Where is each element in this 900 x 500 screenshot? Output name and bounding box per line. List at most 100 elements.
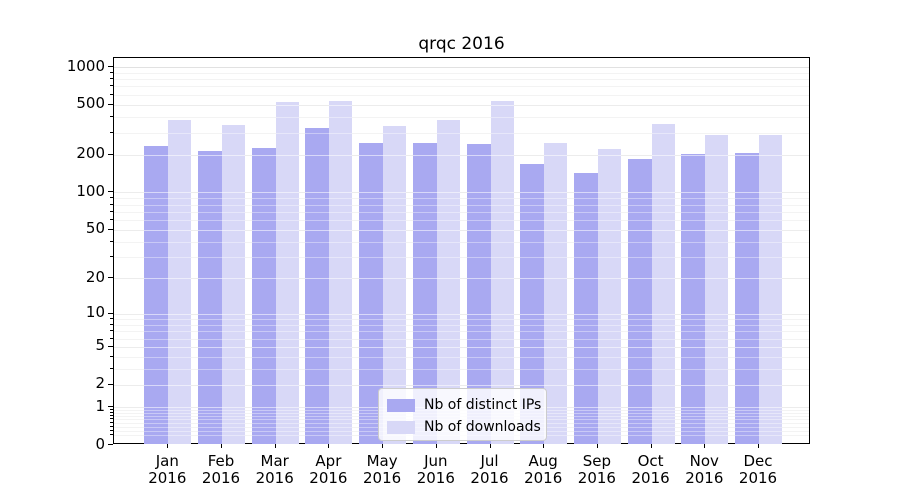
y-axis-tick-10 xyxy=(108,312,113,314)
gridline-overlay-minor xyxy=(114,86,809,88)
x-tick-label-month: Dec xyxy=(743,452,773,470)
y-axis-minor-tick xyxy=(110,203,113,205)
legend-swatch-downloads-icon xyxy=(387,421,415,434)
y-axis-tick-2 xyxy=(108,383,113,385)
gridline-overlay-major xyxy=(114,104,809,106)
x-tick-label-month: Mar xyxy=(260,452,289,470)
x-tick-label-month: Nov xyxy=(689,452,719,470)
y-axis-tick-100 xyxy=(108,191,113,193)
gridline-minor xyxy=(114,117,809,119)
y-tick-label-50: 50 xyxy=(85,219,105,238)
bar-distinct-ips-mar xyxy=(252,147,276,444)
y-axis-minor-tick xyxy=(110,210,113,212)
bar-distinct-ips-dec xyxy=(735,153,759,444)
y-tick-label-20: 20 xyxy=(85,267,105,286)
x-axis-tick-nov xyxy=(704,444,706,448)
x-tick-label-year: 2016 xyxy=(524,469,563,487)
y-axis-tick-5 xyxy=(108,345,113,347)
x-axis-tick-oct xyxy=(650,444,652,448)
gridline-overlay-major xyxy=(114,313,809,315)
y-axis-tick-0 xyxy=(108,444,113,445)
x-tick-label-year: 2016 xyxy=(738,469,778,487)
bar-downloads-jun xyxy=(437,119,460,444)
gridline-overlay-minor xyxy=(114,72,809,74)
gridline-overlay-minor xyxy=(114,117,809,119)
gridline-overlay-minor xyxy=(114,220,809,222)
x-tick-label-month: Aug xyxy=(528,452,558,470)
bar-downloads-oct xyxy=(652,123,675,444)
x-tick-label-aug: Aug 2016 xyxy=(516,453,570,487)
y-axis-tick-20 xyxy=(108,277,113,279)
y-axis-minor-tick xyxy=(110,85,113,87)
y-axis-minor-tick xyxy=(110,425,113,427)
bar-distinct-ips-jan xyxy=(144,146,168,444)
x-tick-label-feb: Feb 2016 xyxy=(194,453,248,487)
legend-item-downloads: Nb of downloads xyxy=(379,418,546,436)
x-tick-label-year: 2016 xyxy=(470,469,509,487)
gridline-overlay-minor xyxy=(114,198,809,200)
bar-downloads-apr xyxy=(329,100,352,444)
y-axis-minor-tick xyxy=(110,93,113,95)
gridline-overlay-minor xyxy=(114,79,809,81)
gridline-minor xyxy=(114,220,809,222)
y-axis-minor-tick xyxy=(110,434,113,436)
x-tick-label-month: Oct xyxy=(637,452,664,470)
bar-distinct-ips-sep xyxy=(574,173,598,444)
gridline-overlay-major xyxy=(114,384,809,386)
bar-distinct-ips-feb xyxy=(198,150,222,444)
x-tick-label-dec: Dec 2016 xyxy=(731,453,785,487)
y-axis-tick-500 xyxy=(108,103,113,105)
gridline-overlay-minor xyxy=(114,319,809,321)
gridline-minor xyxy=(114,356,809,358)
y-axis-minor-tick xyxy=(110,429,113,431)
gridline-minor xyxy=(114,324,809,326)
x-tick-label-year: 2016 xyxy=(685,469,724,487)
y-tick-label-1000: 1000 xyxy=(66,56,105,75)
x-tick-label-nov: Nov 2016 xyxy=(677,453,731,487)
plot-area xyxy=(113,57,810,444)
bar-downloads-dec xyxy=(759,135,782,444)
y-tick-label-100: 100 xyxy=(76,181,105,200)
y-tick-label-1: 1 xyxy=(95,396,105,415)
y-axis-minor-tick xyxy=(110,256,113,258)
legend-swatch-distinct-ips-icon xyxy=(387,399,415,412)
x-tick-label-month: May xyxy=(366,452,398,470)
y-axis-minor-tick xyxy=(110,337,113,339)
y-axis-tick-200 xyxy=(108,153,113,155)
y-axis-minor-tick xyxy=(110,78,113,80)
x-tick-label-apr: Apr 2016 xyxy=(301,453,355,487)
x-tick-label-year: 2016 xyxy=(201,469,241,487)
y-axis-minor-tick xyxy=(110,131,113,133)
x-tick-label-jan: Jan 2016 xyxy=(140,453,194,487)
y-tick-label-10: 10 xyxy=(85,303,105,322)
gridline-overlay-minor xyxy=(114,132,809,134)
y-tick-label-2: 2 xyxy=(95,374,105,393)
gridline-overlay-minor xyxy=(114,204,809,206)
gridline-minor xyxy=(114,338,809,340)
y-axis-minor-tick xyxy=(110,418,113,420)
bar-downloads-feb xyxy=(222,125,245,444)
gridline-minor xyxy=(114,198,809,200)
gridline-minor xyxy=(114,132,809,134)
y-tick-label-5: 5 xyxy=(95,336,105,355)
x-tick-label-year: 2016 xyxy=(255,469,294,487)
y-tick-label-0: 0 xyxy=(95,434,105,453)
legend-label-downloads: Nb of downloads xyxy=(424,419,541,435)
bar-downloads-jan xyxy=(168,120,191,444)
x-tick-label-jun: Jun 2016 xyxy=(409,453,463,487)
x-axis-tick-may xyxy=(382,444,384,448)
x-tick-label-jul: Jul 2016 xyxy=(463,453,517,487)
gridline-minor xyxy=(114,319,809,321)
bar-downloads-aug xyxy=(544,142,567,444)
y-axis-minor-tick xyxy=(110,71,113,73)
bar-downloads-jul xyxy=(491,100,514,444)
gridline-overlay-minor xyxy=(114,369,809,371)
x-tick-label-year: 2016 xyxy=(309,469,348,487)
y-tick-label-200: 200 xyxy=(76,144,105,163)
x-tick-label-month: Apr xyxy=(315,452,342,470)
gridline-minor xyxy=(114,211,809,213)
gridline-minor xyxy=(114,79,809,81)
y-axis-minor-tick xyxy=(110,355,113,357)
y-axis-tick-1 xyxy=(108,406,113,408)
